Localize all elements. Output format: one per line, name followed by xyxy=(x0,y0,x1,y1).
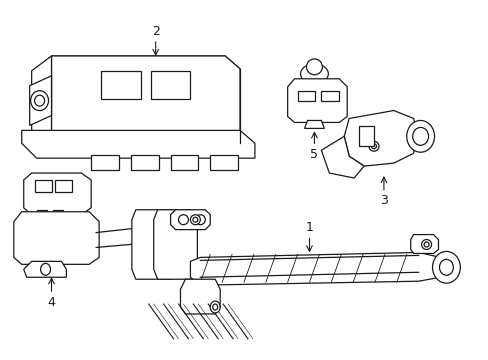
Ellipse shape xyxy=(192,217,198,222)
Polygon shape xyxy=(304,121,324,129)
Polygon shape xyxy=(410,235,438,253)
Bar xyxy=(358,126,373,146)
Ellipse shape xyxy=(212,304,217,310)
Ellipse shape xyxy=(31,91,48,111)
Polygon shape xyxy=(344,111,416,166)
Polygon shape xyxy=(180,279,220,314)
Polygon shape xyxy=(24,261,66,277)
Polygon shape xyxy=(170,210,210,230)
Ellipse shape xyxy=(135,226,150,246)
Bar xyxy=(321,91,339,100)
Polygon shape xyxy=(170,155,198,170)
Polygon shape xyxy=(321,136,364,178)
Polygon shape xyxy=(30,76,51,125)
Ellipse shape xyxy=(371,144,376,149)
Text: 4: 4 xyxy=(47,296,55,309)
Ellipse shape xyxy=(423,242,428,247)
Bar xyxy=(101,71,141,99)
Polygon shape xyxy=(210,155,238,170)
Ellipse shape xyxy=(306,59,322,75)
Polygon shape xyxy=(153,210,197,279)
Ellipse shape xyxy=(190,215,200,225)
Polygon shape xyxy=(32,56,51,145)
Ellipse shape xyxy=(41,264,50,275)
Ellipse shape xyxy=(432,251,459,283)
Polygon shape xyxy=(132,210,175,279)
Polygon shape xyxy=(14,212,99,264)
Polygon shape xyxy=(190,252,446,285)
Ellipse shape xyxy=(210,301,220,313)
Ellipse shape xyxy=(412,127,427,145)
Polygon shape xyxy=(91,155,119,170)
Bar xyxy=(35,180,51,192)
Text: 1: 1 xyxy=(305,221,313,234)
Bar xyxy=(53,210,63,218)
Polygon shape xyxy=(131,155,158,170)
Bar xyxy=(150,71,190,99)
Ellipse shape xyxy=(195,215,205,225)
Ellipse shape xyxy=(406,121,434,152)
Polygon shape xyxy=(24,173,91,215)
Polygon shape xyxy=(287,79,346,122)
Ellipse shape xyxy=(421,239,431,249)
Ellipse shape xyxy=(439,260,452,275)
Ellipse shape xyxy=(139,231,146,240)
Ellipse shape xyxy=(368,141,378,151)
Polygon shape xyxy=(21,130,254,158)
Bar xyxy=(37,210,46,218)
Bar xyxy=(55,180,72,192)
Text: 3: 3 xyxy=(379,194,387,207)
Polygon shape xyxy=(51,56,240,69)
Text: 2: 2 xyxy=(151,24,159,38)
Polygon shape xyxy=(51,56,240,143)
Ellipse shape xyxy=(178,215,188,225)
Bar xyxy=(297,91,315,100)
Ellipse shape xyxy=(300,64,327,84)
Text: 5: 5 xyxy=(310,148,318,161)
Ellipse shape xyxy=(35,95,44,106)
